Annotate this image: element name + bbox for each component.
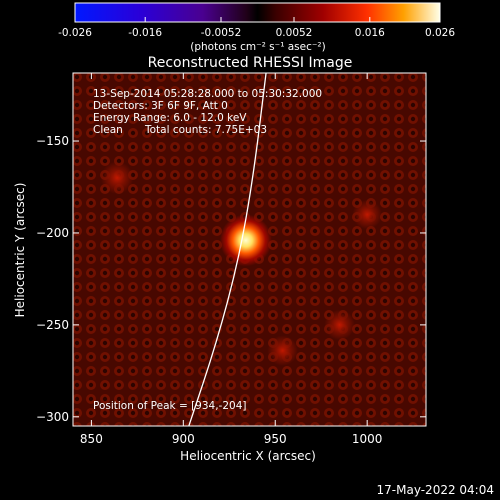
y-tick-label: −300	[36, 410, 69, 424]
info-total-counts: Total counts: 7.75E+03	[144, 124, 267, 136]
info-time-range: 13-Sep-2014 05:28:28.000 to 05:30:32.000	[93, 88, 322, 100]
image-area	[73, 73, 426, 426]
peak-source	[219, 214, 272, 267]
y-axis-ticks: −150 −200 −250 −300	[36, 134, 426, 424]
secondary-source	[267, 335, 298, 366]
solar-limb-curve	[188, 73, 267, 426]
secondary-source	[352, 199, 382, 230]
image-sources	[100, 161, 382, 366]
x-tick-label: 850	[80, 432, 103, 446]
x-tick-label: 1000	[352, 432, 383, 446]
colorbar-tick-label: 0.026	[425, 27, 455, 39]
colorbar-tick-label: -0.026	[58, 27, 92, 39]
info-detectors: Detectors: 3F 6F 9F, Att 0	[93, 100, 228, 112]
info-method: Clean	[93, 124, 123, 136]
info-peak-position: Position of Peak = [934,-204]	[93, 400, 247, 412]
plot-frame	[72, 72, 427, 427]
colorbar-tick-label: 0.0052	[276, 27, 313, 39]
y-tick-label: −150	[36, 134, 69, 148]
x-tick-label: 950	[264, 432, 287, 446]
x-tick-label: 900	[172, 432, 195, 446]
footer-date: 17-May-2022 04:04	[377, 483, 494, 497]
colorbar: -0.026 -0.016 -0.0052 0.0052 0.016 0.026 (pho…	[58, 2, 455, 53]
y-tick-label: −250	[36, 318, 69, 332]
y-tick-label: −200	[36, 226, 69, 240]
plot-title: Reconstructed RHESSI Image	[148, 55, 353, 71]
x-axis-ticks: 850 900 950 1000	[80, 73, 383, 446]
colorbar-tick-label: -0.0052	[201, 27, 242, 39]
colorbar-units-label: (photons cm⁻² s⁻¹ asec⁻²)	[190, 41, 325, 53]
y-axis-label: Heliocentric Y (arcsec)	[13, 183, 27, 318]
info-energy-range: Energy Range: 6.0 - 12.0 keV	[93, 112, 247, 124]
colorbar-tick-label: 0.016	[355, 27, 385, 39]
colorbar-tick-label: -0.016	[128, 27, 162, 39]
colorbar-ticks: -0.026 -0.016 -0.0052 0.0052 0.016 0.026	[58, 17, 455, 39]
secondary-source	[324, 309, 355, 341]
x-axis-label: Heliocentric X (arcsec)	[180, 449, 316, 463]
colorbar-gradient	[74, 2, 441, 23]
info-text: 13-Sep-2014 05:28:28.000 to 05:30:32.000…	[93, 88, 322, 412]
secondary-source	[100, 161, 134, 195]
